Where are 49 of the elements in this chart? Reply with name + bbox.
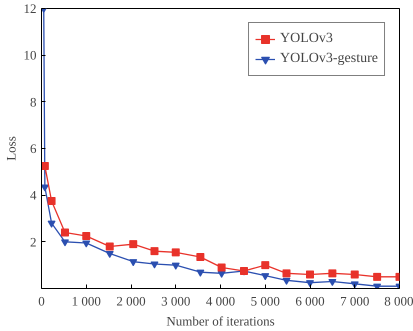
x-tick-label: 5 000 [250, 294, 280, 308]
point [350, 270, 359, 278]
y-tick-label: 6 [30, 141, 37, 156]
point [106, 242, 114, 250]
point [261, 273, 270, 280]
y-tick-label: 10 [24, 48, 36, 63]
point [129, 259, 138, 266]
x-tick-label: 4 000 [206, 294, 236, 308]
point [282, 278, 291, 285]
point [106, 250, 114, 258]
legend-label: YOLOv3 [280, 31, 333, 47]
x-axis-title: Number of iterations [166, 314, 275, 328]
point [48, 220, 56, 228]
x-tick-label: 6 000 [295, 294, 325, 308]
legend-label: YOLOv3-gesture [280, 51, 378, 67]
point [150, 261, 158, 269]
line-series [42, 8, 400, 288]
x-tick-label: 2 000 [116, 294, 146, 308]
point [129, 240, 138, 248]
point [172, 248, 180, 256]
y-tick-label: 8 [30, 94, 36, 110]
point [328, 278, 336, 286]
y-axis-title: Loss [4, 136, 18, 161]
point [306, 280, 314, 288]
y-tick-label: 12 [24, 1, 36, 16]
point [172, 262, 180, 270]
x-tick-label: 3 000 [161, 294, 190, 308]
point [82, 232, 90, 240]
point [150, 247, 158, 256]
point [48, 197, 56, 205]
point [261, 261, 270, 270]
point [196, 253, 204, 261]
point [196, 270, 204, 277]
point [282, 269, 291, 278]
point [306, 270, 314, 278]
y-tick-label: 2 [30, 234, 36, 250]
point [328, 269, 336, 278]
x-tick-label: 8 000 [384, 294, 413, 308]
point [82, 240, 90, 248]
x-tick-label: 1 000 [72, 294, 101, 308]
point [42, 162, 49, 170]
point [218, 264, 226, 272]
point [373, 272, 382, 281]
x-tick-label: 7 000 [340, 294, 370, 308]
point [60, 228, 69, 236]
point [60, 239, 69, 246]
point [42, 184, 49, 192]
x-tick-label: 0 [38, 294, 45, 308]
y-tick-label: 4 [30, 188, 37, 203]
